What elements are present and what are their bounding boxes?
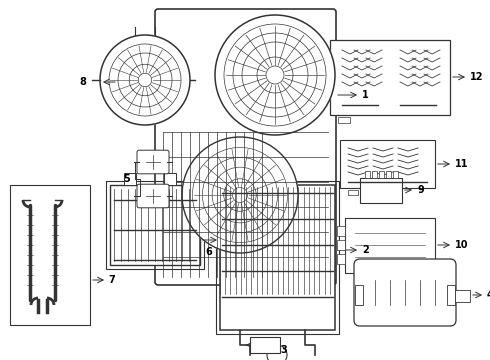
FancyBboxPatch shape: [155, 9, 336, 285]
Bar: [337, 240, 345, 250]
Text: 7: 7: [108, 275, 115, 285]
Text: 12: 12: [470, 72, 484, 82]
Circle shape: [182, 137, 298, 253]
Text: 6: 6: [205, 247, 212, 257]
FancyBboxPatch shape: [137, 184, 169, 208]
FancyBboxPatch shape: [137, 150, 169, 174]
Bar: [360, 178, 402, 203]
Bar: [216, 181, 339, 334]
Bar: [379, 171, 384, 178]
Text: 11: 11: [455, 159, 468, 169]
Circle shape: [215, 15, 335, 135]
Bar: [164, 173, 176, 185]
Bar: [345, 218, 435, 273]
Text: 1: 1: [362, 90, 369, 100]
Text: 8: 8: [79, 77, 86, 87]
Bar: [337, 226, 345, 236]
Bar: [124, 173, 136, 185]
Bar: [330, 40, 450, 115]
Bar: [365, 171, 370, 178]
Bar: [338, 117, 350, 123]
Bar: [110, 185, 200, 265]
Text: 4: 4: [487, 290, 490, 300]
Bar: [337, 254, 345, 264]
Bar: [250, 337, 280, 353]
Bar: [106, 181, 204, 269]
FancyBboxPatch shape: [354, 259, 456, 326]
Text: 3: 3: [280, 345, 287, 355]
Bar: [355, 285, 363, 305]
Bar: [340, 140, 435, 188]
Bar: [447, 285, 455, 305]
Circle shape: [100, 35, 190, 125]
Bar: [220, 185, 335, 330]
Bar: [393, 171, 398, 178]
Bar: [348, 190, 358, 195]
Text: 10: 10: [455, 240, 468, 250]
Bar: [455, 290, 470, 302]
Bar: [372, 171, 377, 178]
Bar: [386, 171, 391, 178]
Text: 2: 2: [362, 245, 369, 255]
Text: 5: 5: [123, 174, 130, 184]
Text: 9: 9: [417, 185, 424, 195]
Bar: [10, 185, 90, 325]
